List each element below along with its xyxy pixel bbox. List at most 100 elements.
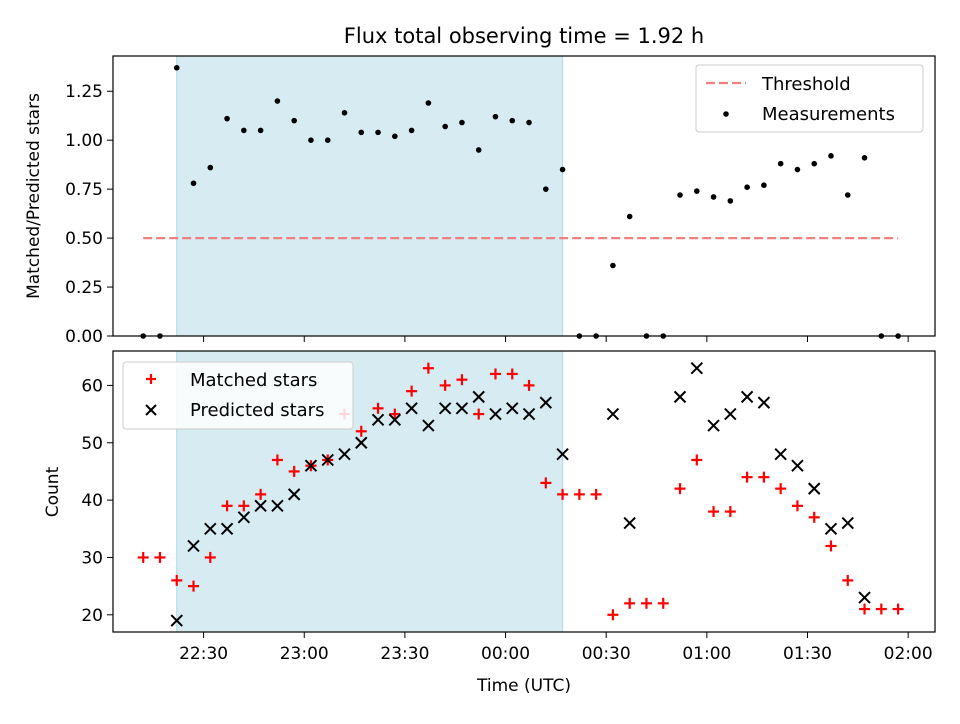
bottom-y-tick-label: 60 — [81, 376, 103, 396]
bottom-y-tick-label: 50 — [81, 434, 103, 454]
predicted-star-point — [187, 539, 200, 553]
top-y-tick-label: 0.00 — [65, 327, 103, 347]
matched-star-point — [171, 574, 183, 586]
top-panel-frame — [112, 55, 936, 337]
measurement-point — [794, 166, 801, 173]
matched-star-point — [238, 500, 250, 512]
matched-star-point — [456, 374, 468, 386]
measurement-point — [173, 64, 180, 71]
predicted-star-point — [774, 448, 787, 461]
measurement-point — [459, 119, 465, 126]
predicted-star-point — [808, 482, 821, 495]
measurement-point — [224, 115, 230, 122]
predicted-star-point — [371, 413, 385, 427]
measurement-point — [207, 164, 214, 171]
predicted-star-point — [321, 453, 334, 467]
matched-star-point — [439, 379, 451, 391]
matched-star-point — [255, 488, 267, 500]
predicted-star-point — [489, 407, 502, 421]
predicted-star-point — [304, 459, 318, 472]
top-y-axis-label: Matched/Predicted stars — [24, 93, 44, 299]
matched-star-point — [557, 488, 569, 500]
predicted-star-point — [170, 614, 183, 627]
bottom-y-axis-label: Count — [43, 466, 63, 517]
predicted-star-point — [539, 396, 553, 409]
predicted-star-point — [254, 499, 267, 513]
bottom-x-tick-label: 23:00 — [280, 644, 329, 664]
bottom-y-tick-label: 30 — [81, 548, 103, 568]
legend-matched-swatch — [146, 374, 156, 384]
matched-star-point — [825, 540, 837, 552]
legend-predicted-label: Predicted stars — [190, 400, 324, 421]
bottom-y-tick-label: 20 — [81, 606, 103, 626]
predicted-star-point — [506, 402, 519, 415]
matched-star-point — [741, 471, 753, 483]
bottom-y-tick-label: 40 — [81, 491, 103, 511]
measurement-point — [408, 127, 415, 134]
legend-measurements-swatch — [723, 111, 729, 117]
measurement-point — [610, 262, 616, 269]
measurement-point — [526, 119, 532, 126]
matched-star-point — [372, 402, 384, 414]
measurement-point — [257, 127, 264, 134]
matched-star-point — [875, 603, 887, 615]
measurement-point — [828, 153, 834, 159]
predicted-star-point — [707, 419, 720, 432]
bottom-legend-box — [122, 361, 354, 430]
matched-star-point — [389, 408, 401, 420]
predicted-star-point — [791, 459, 804, 472]
bottom-legend: Matched stars Predicted stars — [122, 361, 354, 430]
measurement-point — [811, 160, 818, 167]
observing-window-band — [176, 55, 564, 337]
matched-star-point — [573, 488, 585, 500]
matched-star-point — [758, 471, 770, 483]
matched-star-point — [791, 500, 803, 512]
measurement-point — [509, 117, 516, 124]
matched-star-point — [892, 603, 904, 615]
measurement-point — [442, 123, 448, 130]
measurement-point — [710, 194, 717, 200]
matched-star-point — [674, 483, 686, 495]
predicted-star-point — [824, 522, 838, 535]
matched-star-point — [473, 408, 485, 420]
matched-star-point — [640, 597, 652, 609]
measurement-point — [744, 184, 750, 190]
predicted-star-point — [690, 361, 703, 375]
predicted-star-point — [522, 407, 536, 421]
top-legend-box — [695, 64, 924, 133]
bottom-x-tick-label: 01:30 — [783, 644, 832, 664]
bottom-x-tick-label: 22:30 — [179, 644, 228, 664]
measurement-point — [341, 109, 348, 116]
top-legend: Threshold Measurements — [695, 64, 924, 133]
measurement-point — [475, 147, 482, 153]
matched-star-point — [271, 454, 283, 466]
matched-star-point — [808, 511, 820, 523]
top-panel: 0.00 0.25 0.50 0.75 1.00 1.25 Matched/Predict… — [24, 55, 936, 347]
measurement-point — [559, 166, 566, 173]
top-y-tick-label: 0.50 — [65, 229, 103, 249]
top-y-tick-label: 0.25 — [65, 278, 103, 298]
predicted-star-point — [405, 402, 418, 415]
measurement-point — [358, 129, 365, 136]
legend-matched-label: Matched stars — [190, 370, 317, 391]
matched-star-point — [590, 488, 602, 500]
matched-star-point — [137, 551, 149, 563]
predicted-star-point — [757, 396, 771, 409]
predicted-star-point — [271, 499, 284, 513]
predicted-star-point — [204, 522, 217, 535]
bottom-x-tick-label: 23:30 — [380, 644, 429, 664]
predicted-star-point — [237, 511, 251, 524]
matched-star-point — [154, 551, 166, 563]
measurement-point — [425, 100, 432, 106]
predicted-star-point — [606, 407, 620, 421]
bottom-x-tick-label: 00:30 — [582, 644, 631, 664]
top-chart-title: Flux total observing time = 1.92 h — [344, 24, 704, 48]
matched-star-point — [859, 603, 871, 615]
matched-star-point — [691, 454, 703, 466]
measurement-point — [392, 133, 398, 140]
bottom-x-tick-label: 00:00 — [481, 644, 530, 664]
top-y-tick-label: 1.25 — [65, 82, 103, 102]
matched-star-point — [489, 368, 501, 380]
predicted-star-point — [422, 419, 435, 432]
